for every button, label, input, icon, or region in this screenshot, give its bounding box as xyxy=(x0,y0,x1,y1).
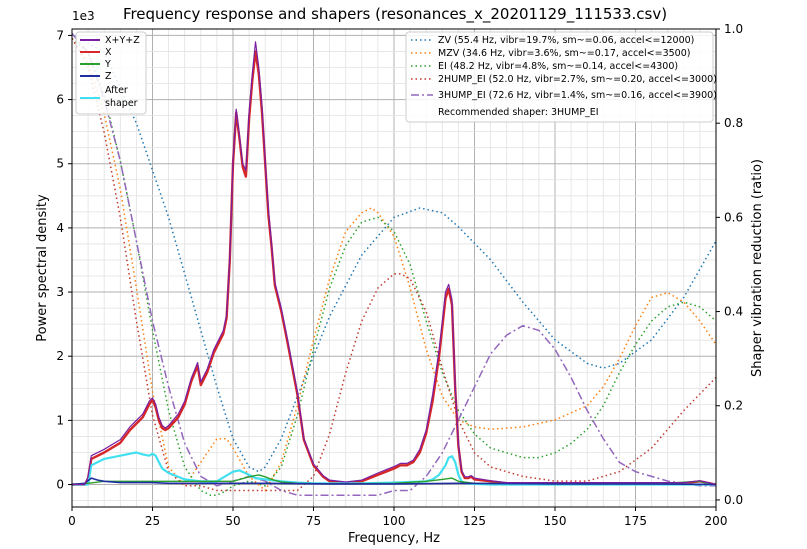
legend-label-y: Y xyxy=(104,59,111,70)
psd-series-after-shaper xyxy=(72,451,716,486)
y-multiplier-label: 1e3 xyxy=(72,9,95,23)
legend-label-ei: EI (48.2 Hz, vibr=4.8%, sm~=0.14, accel<… xyxy=(438,61,678,72)
y-tick-label: 4 xyxy=(56,221,64,235)
shaper-series-zv xyxy=(71,33,717,473)
y2-tick-label: 0.6 xyxy=(724,210,743,224)
y-tick-label: 3 xyxy=(56,285,64,299)
y2-tick-label: 0.4 xyxy=(724,305,743,319)
chart-title: Frequency response and shapers (resonanc… xyxy=(123,5,667,24)
legend-label-z: Z xyxy=(105,71,112,82)
y-tick-label: 7 xyxy=(56,28,64,42)
y-axis-ticks: 0 1 2 3 4 5 6 7 xyxy=(56,28,72,492)
y2-tick-label: 1.0 xyxy=(724,22,743,36)
shaper-legend: ZV (55.4 Hz, vibr=19.7%, sm~=0.06, accel… xyxy=(405,31,717,123)
x-tick-label: 75 xyxy=(306,514,321,528)
psd-curves xyxy=(71,41,717,486)
x-axis-label: Frequency, Hz xyxy=(348,531,440,546)
legend-label-2hump: 2HUMP_EI (52.0 Hz, vibr=2.7%, sm~=0.20, … xyxy=(438,74,717,85)
x-tick-label: 125 xyxy=(463,514,486,528)
y-tick-label: 5 xyxy=(56,157,64,171)
x-tick-label: 175 xyxy=(624,514,647,528)
y2-axis-ticks: 0.0 0.2 0.4 0.6 0.8 1.0 xyxy=(716,22,743,507)
y2-tick-label: 0.0 xyxy=(724,493,743,507)
x-tick-label: 150 xyxy=(544,514,567,528)
y2-axis-label: Shaper vibration reduction (ratio) xyxy=(750,159,765,377)
x-tick-label: 0 xyxy=(68,514,76,528)
recommended-shaper-label: Recommended shaper: 3HUMP_EI xyxy=(438,107,599,118)
psd-legend: X+Y+Z X Y Z After shaper xyxy=(75,31,147,115)
x-tick-label: 100 xyxy=(383,514,406,528)
psd-series-x-y-z xyxy=(72,41,717,486)
psd-series-z xyxy=(71,477,717,486)
y-tick-label: 6 xyxy=(56,93,64,107)
y-axis-label: Power spectral density xyxy=(35,194,50,342)
legend-label-mzv: MZV (34.6 Hz, vibr=3.6%, sm~=0.17, accel… xyxy=(438,48,690,59)
legend-label-zv: ZV (55.4 Hz, vibr=19.7%, sm~=0.06, accel… xyxy=(438,35,694,46)
x-axis-ticks: 0 25 50 75 100 125 150 175 200 xyxy=(68,507,727,528)
legend-label-x: X xyxy=(105,47,112,58)
y2-tick-label: 0.8 xyxy=(724,116,743,130)
y-tick-label: 1 xyxy=(56,413,64,427)
x-tick-label: 25 xyxy=(145,514,160,528)
y-tick-label: 2 xyxy=(56,349,64,363)
shaper-series-mzv xyxy=(71,37,717,492)
shaper-series-ei xyxy=(71,37,717,496)
legend-label-xyz: X+Y+Z xyxy=(105,35,140,46)
x-tick-label: 50 xyxy=(225,514,240,528)
shaper-legend-box xyxy=(405,31,714,123)
legend-label-after: After shaper xyxy=(105,85,138,109)
y-tick-label: 0 xyxy=(56,478,64,492)
legend-label-3hump: 3HUMP_EI (72.6 Hz, vibr=1.4%, sm~=0.16, … xyxy=(438,90,717,101)
x-tick-label: 200 xyxy=(705,514,728,528)
shaper-curves xyxy=(71,33,717,496)
y2-tick-label: 0.2 xyxy=(724,399,743,413)
